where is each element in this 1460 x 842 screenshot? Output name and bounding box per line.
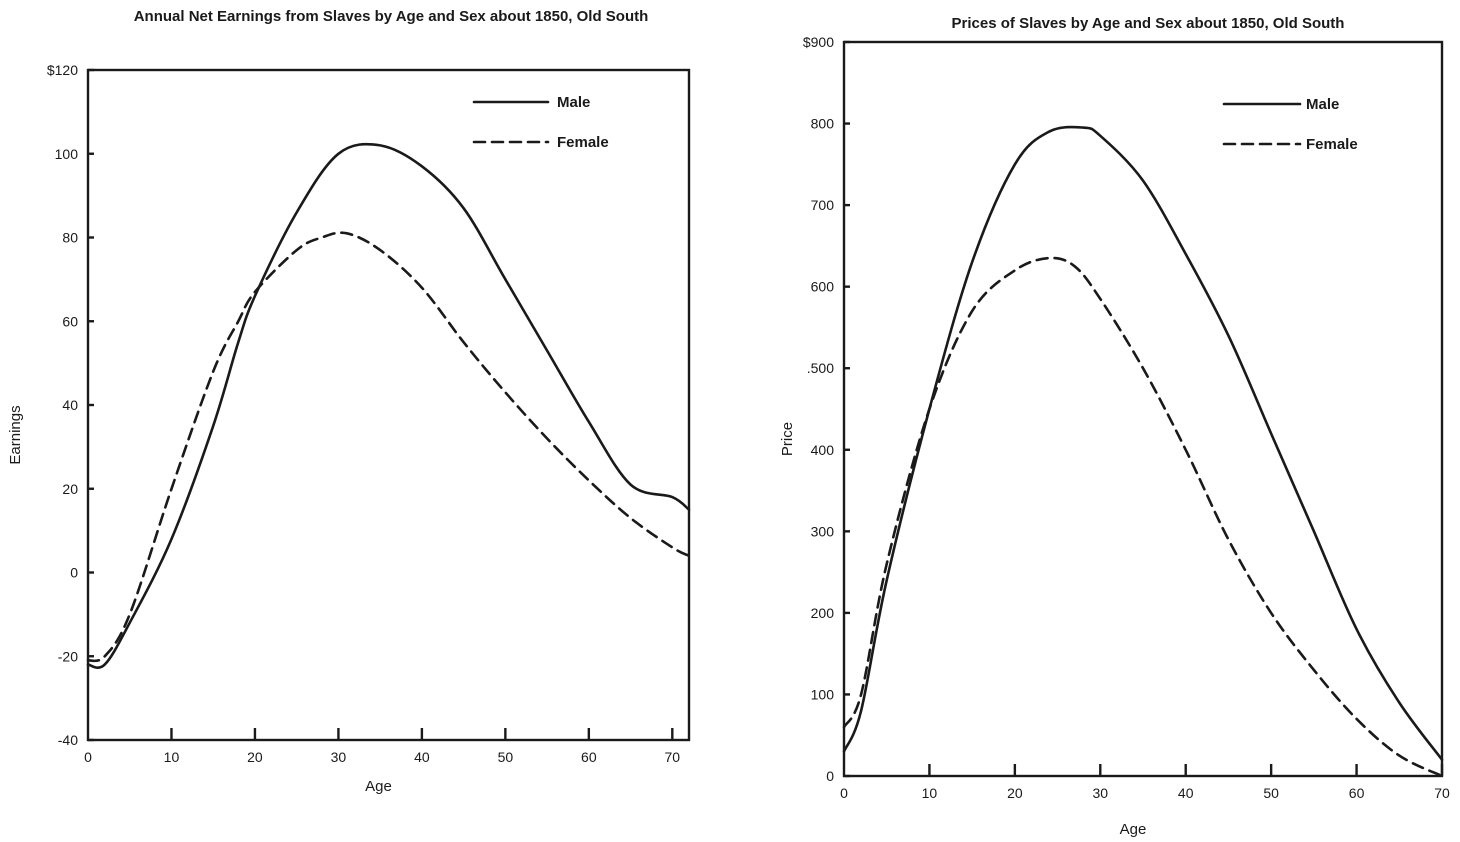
x-tick-label: 10 xyxy=(922,785,938,801)
plot-frame xyxy=(86,68,691,742)
legend-label-male: Male xyxy=(1306,96,1339,113)
x-tick-label: 30 xyxy=(1092,785,1108,801)
y-tick-label: 600 xyxy=(811,279,835,295)
x-tick-label: 40 xyxy=(414,749,430,765)
y-tick-label: 100 xyxy=(811,686,835,702)
y-tick-label: 800 xyxy=(811,116,835,132)
series-line-female xyxy=(842,256,1444,778)
plot-frame xyxy=(842,40,1444,778)
x-tick-label: 50 xyxy=(498,749,514,765)
y-tick-label: 20 xyxy=(62,481,78,497)
x-tick-label: 50 xyxy=(1263,785,1279,801)
legend-label-female: Female xyxy=(1306,136,1358,153)
y-tick-label: 0 xyxy=(70,565,78,581)
x-tick-label: 70 xyxy=(1434,785,1450,801)
x-tick-label: 60 xyxy=(1349,785,1365,801)
x-tick-label: 40 xyxy=(1178,785,1194,801)
series-line-male xyxy=(86,142,691,669)
y-axis-label: Price xyxy=(779,422,796,456)
x-tick-label: 70 xyxy=(665,749,681,765)
y-tick-label: .500 xyxy=(807,360,834,376)
y-tick-label: $900 xyxy=(803,34,834,50)
y-tick-label: 40 xyxy=(62,397,78,413)
x-tick-label: 20 xyxy=(1007,785,1023,801)
x-tick-label: 0 xyxy=(84,749,92,765)
x-tick-label: 60 xyxy=(581,749,597,765)
y-tick-label: 100 xyxy=(55,146,79,162)
x-tick-label: 0 xyxy=(840,785,848,801)
y-tick-label: -20 xyxy=(58,648,78,664)
x-tick-label: 30 xyxy=(331,749,347,765)
x-axis-label: Age xyxy=(365,778,392,795)
legend-label-female: Female xyxy=(557,134,609,151)
legend-label-male: Male xyxy=(557,94,590,111)
y-tick-label: 0 xyxy=(826,768,834,784)
y-tick-label: 200 xyxy=(811,605,835,621)
y-tick-label: 80 xyxy=(62,230,78,246)
y-tick-label: $120 xyxy=(47,62,78,78)
y-tick-label: 400 xyxy=(811,442,835,458)
x-tick-label: 10 xyxy=(164,749,180,765)
x-tick-label: 20 xyxy=(247,749,263,765)
chart-title: Prices of Slaves by Age and Sex about 18… xyxy=(952,15,1345,32)
series-line-female xyxy=(86,231,691,663)
y-axis-label: Earnings xyxy=(7,405,24,464)
y-tick-label: 700 xyxy=(811,197,835,213)
prices-chart: Prices of Slaves by Age and Sex about 18… xyxy=(779,15,1450,838)
y-tick-label: -40 xyxy=(58,732,78,748)
earnings-chart: Annual Net Earnings from Slaves by Age a… xyxy=(7,8,691,795)
chart-title: Annual Net Earnings from Slaves by Age a… xyxy=(134,8,649,25)
y-tick-label: 60 xyxy=(62,313,78,329)
y-tick-label: 300 xyxy=(811,523,835,539)
series-line-male xyxy=(842,125,1444,761)
x-axis-label: Age xyxy=(1120,821,1147,838)
